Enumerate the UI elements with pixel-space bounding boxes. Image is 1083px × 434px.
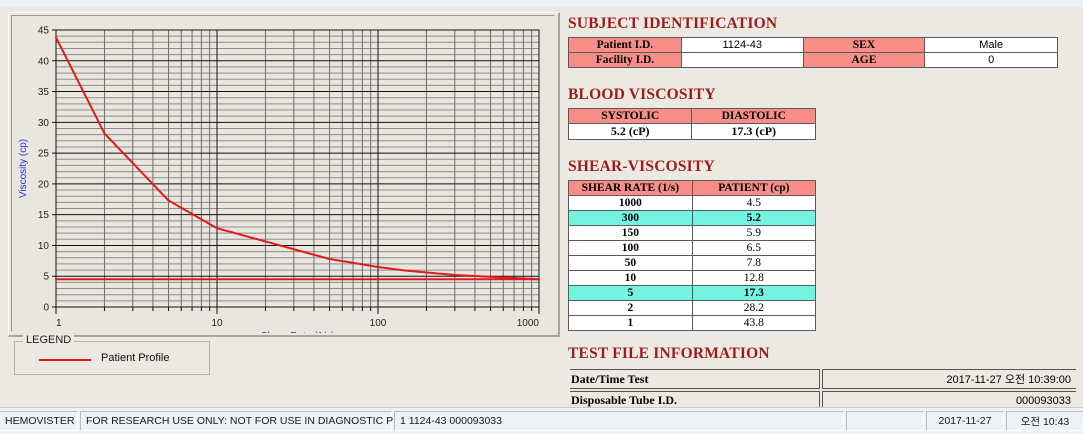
legend-box: LEGEND Patient Profile xyxy=(14,334,210,375)
y-tick-label: 20 xyxy=(38,179,50,190)
y-tick-label: 10 xyxy=(38,241,50,252)
viscosity-chart[interactable]: 0 5 10 15 20 25 30 35 40 45 1 10 100 1000 Shear Rate… xyxy=(12,16,556,333)
age-label: AGE xyxy=(802,52,926,68)
systolic-header: SYSTOLIC xyxy=(567,108,693,124)
x-tick-label: 1000 xyxy=(517,318,540,329)
table-row: Patient I.D. 1124-43 SEX Male xyxy=(568,37,1058,53)
y-tick-label: 40 xyxy=(38,56,50,67)
shear-rate-cell: 300 xyxy=(568,210,693,226)
shear-rate-cell: 100 xyxy=(568,240,693,256)
diastolic-value: 17.3 (cP) xyxy=(691,123,816,140)
patient-viscosity-cell: 43.8 xyxy=(691,315,817,331)
sex-value[interactable]: Male xyxy=(924,37,1058,53)
date-time-test-value: 2017-11-27 오전 10:39:00 xyxy=(822,369,1076,389)
shear-rate-cell: 10 xyxy=(568,270,693,286)
blood-viscosity-table: SYSTOLIC DIASTOLIC 5.2 (cP) 17.3 (cP) xyxy=(567,108,816,140)
patient-viscosity-cell: 7.8 xyxy=(691,255,817,271)
table-row: 5.2 (cP) 17.3 (cP) xyxy=(567,123,816,140)
table-row: SYSTOLIC DIASTOLIC xyxy=(567,108,816,124)
table-row: 100 6.5 xyxy=(568,240,817,256)
disposable-tube-id-label: Disposable Tube I.D. xyxy=(570,391,820,410)
shear-viscosity-title: SHEAR-VISCOSITY xyxy=(568,158,715,175)
y-tick-label: 35 xyxy=(38,87,50,98)
systolic-value: 5.2 (cP) xyxy=(567,123,693,140)
shear-rate-cell: 50 xyxy=(568,255,693,271)
patient-id-value[interactable]: 1124-43 xyxy=(680,37,804,53)
y-tick-label: 25 xyxy=(38,149,50,160)
table-row: 1000 4.5 xyxy=(568,195,817,211)
test-file-information-title: TEST FILE INFORMATION xyxy=(568,345,770,362)
y-axis-label: Viscosity (cp) xyxy=(18,139,29,198)
shear-rate-cell: 1000 xyxy=(568,195,693,211)
patient-header: PATIENT (cp) xyxy=(691,180,817,196)
status-app-name: HEMOVISTER xyxy=(0,411,78,431)
legend-entry-label: Patient Profile xyxy=(101,352,170,364)
y-tick-label: 0 xyxy=(43,303,49,314)
date-time-test-label: Date/Time Test xyxy=(570,369,820,389)
patient-viscosity-cell: 17.3 xyxy=(691,285,817,301)
status-blank-cell xyxy=(846,411,924,431)
table-row: Date/Time Test 2017-11-27 오전 10:39:00 xyxy=(570,369,1076,389)
table-row: 300 5.2 xyxy=(568,210,817,226)
shear-rate-cell: 1 xyxy=(568,315,693,331)
chart-plot-container[interactable]: 0 5 10 15 20 25 30 35 40 45 1 10 100 1000 Shear Rate… xyxy=(11,15,556,333)
x-tick-label: 10 xyxy=(211,318,223,329)
x-axis-label: Shear Rate (1/s) xyxy=(261,331,334,333)
patient-id-label: Patient I.D. xyxy=(568,37,682,53)
legend-title: LEGEND xyxy=(23,334,75,346)
table-row: 150 5.9 xyxy=(568,225,817,241)
facility-id-label: Facility I.D. xyxy=(568,52,682,68)
table-row: 1 43.8 xyxy=(568,315,817,331)
status-bar: HEMOVISTER FOR RESEARCH USE ONLY: NOT FO… xyxy=(0,407,1083,434)
status-record-info: 1 1124-43 000093033 xyxy=(394,411,844,431)
patient-viscosity-cell: 6.5 xyxy=(691,240,817,256)
window-top-strip xyxy=(0,0,1083,7)
x-tick-label: 100 xyxy=(370,318,387,329)
table-row: 2 28.2 xyxy=(568,300,817,316)
table-row: 50 7.8 xyxy=(568,255,817,271)
age-value[interactable]: 0 xyxy=(924,52,1058,68)
y-tick-label: 15 xyxy=(38,210,50,221)
y-tick-label: 30 xyxy=(38,118,50,129)
patient-viscosity-cell: 5.2 xyxy=(691,210,817,226)
shear-rate-header: SHEAR RATE (1/s) xyxy=(568,180,693,196)
y-tick-label: 5 xyxy=(43,272,49,283)
diastolic-header: DIASTOLIC xyxy=(691,108,816,124)
table-row: Disposable Tube I.D. 000093033 xyxy=(570,391,1076,410)
subject-identification-table: Patient I.D. 1124-43 SEX Male Facility I… xyxy=(568,37,1058,68)
series-line-patient-profile xyxy=(55,36,540,281)
shear-rate-cell: 150 xyxy=(568,225,693,241)
y-tick-label: 45 xyxy=(38,26,50,37)
status-time: 오전 10:43 xyxy=(1006,411,1083,431)
table-row: 10 12.8 xyxy=(568,270,817,286)
table-row: Facility I.D. AGE 0 xyxy=(568,52,1058,68)
shear-viscosity-table: SHEAR RATE (1/s) PATIENT (cp) 1000 4.5 300… xyxy=(568,180,817,331)
patient-viscosity-cell: 4.5 xyxy=(691,195,817,211)
table-header-row: SHEAR RATE (1/s) PATIENT (cp) xyxy=(568,180,817,196)
status-date: 2017-11-27 xyxy=(926,411,1004,431)
legend-line-swatch xyxy=(39,359,91,361)
facility-id-value[interactable] xyxy=(680,52,804,68)
status-research-notice: FOR RESEARCH USE ONLY: NOT FOR USE IN DI… xyxy=(80,411,460,431)
x-tick-label: 1 xyxy=(56,318,62,329)
report-column: SUBJECT IDENTIFICATION Patient I.D. 1124… xyxy=(567,15,1078,412)
sex-label: SEX xyxy=(802,37,926,53)
patient-viscosity-cell: 28.2 xyxy=(691,300,817,316)
test-file-information-table: Date/Time Test 2017-11-27 오전 10:39:00 Di… xyxy=(568,367,1078,412)
blood-viscosity-title: BLOOD VISCOSITY xyxy=(568,86,716,103)
patient-viscosity-cell: 5.9 xyxy=(691,225,817,241)
patient-viscosity-cell: 12.8 xyxy=(691,270,817,286)
subject-identification-title: SUBJECT IDENTIFICATION xyxy=(568,15,778,32)
table-row: 5 17.3 xyxy=(568,285,817,301)
shear-rate-cell: 2 xyxy=(568,300,693,316)
shear-rate-cell: 5 xyxy=(568,285,693,301)
chart-panel: 0 5 10 15 20 25 30 35 40 45 1 10 100 1000 Shear Rate… xyxy=(8,12,560,337)
